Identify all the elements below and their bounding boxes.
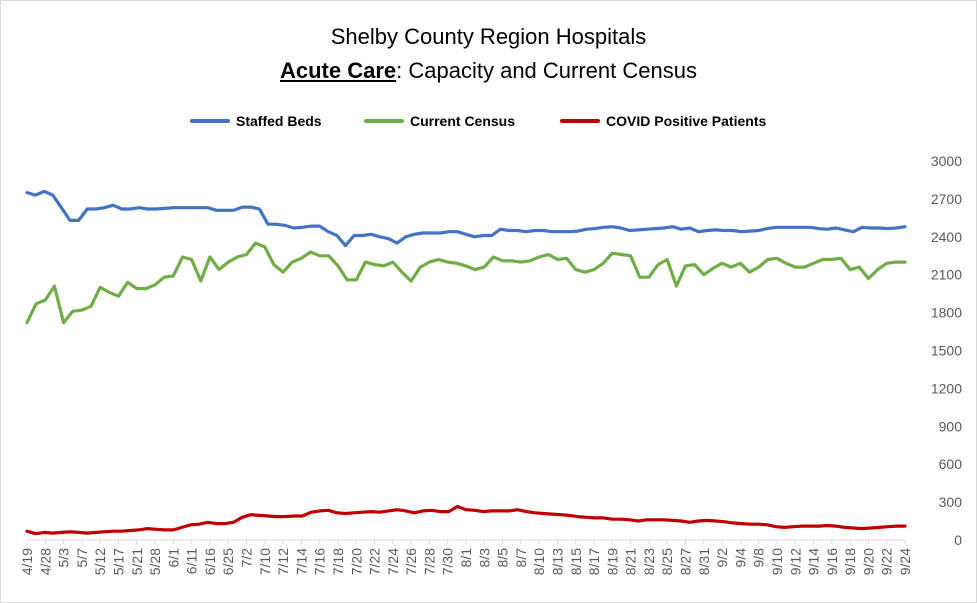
y-tick-label: 2400 — [931, 229, 962, 245]
x-tick-label: 7/24 — [385, 548, 401, 575]
x-tick-label: 9/2 — [714, 548, 730, 568]
x-tick-label: 7/28 — [421, 548, 437, 575]
x-tick-label: 9/16 — [824, 548, 840, 575]
x-tick-label: 8/15 — [568, 548, 584, 575]
x-tick-label: 9/10 — [769, 548, 785, 575]
y-tick-label: 0 — [954, 532, 962, 548]
x-tick-label: 8/31 — [696, 548, 712, 575]
x-tick-label: 7/16 — [312, 548, 328, 575]
chart-title-rest: : Capacity and Current Census — [396, 58, 697, 83]
x-tick-label: 5/28 — [147, 548, 163, 575]
x-tick-label: 9/20 — [860, 548, 876, 575]
legend-label-staffed-beds: Staffed Beds — [236, 113, 322, 129]
x-tick-label: 9/12 — [787, 548, 803, 575]
y-tick-label: 900 — [939, 418, 963, 434]
y-tick-label: 300 — [939, 494, 963, 510]
x-tick-label: 8/5 — [495, 548, 511, 568]
y-tick-label: 1500 — [931, 343, 962, 359]
chart-legend: Staffed Beds Current Census COVID Positi… — [0, 111, 977, 131]
x-tick-label: 7/26 — [403, 548, 419, 575]
x-tick-label: 9/18 — [842, 548, 858, 575]
x-tick-label: 5/17 — [110, 548, 126, 575]
x-tick-label: 7/22 — [367, 548, 383, 575]
legend-swatch-staffed-beds — [190, 119, 230, 123]
y-tick-label: 1800 — [931, 305, 962, 321]
x-tick-label: 7/14 — [293, 548, 309, 575]
x-tick-label: 8/17 — [586, 548, 602, 575]
x-tick-label: 7/2 — [239, 548, 255, 568]
x-tick-label: 7/30 — [440, 548, 456, 575]
y-tick-label: 1200 — [931, 380, 962, 396]
x-tick-label: 6/16 — [202, 548, 218, 575]
series-line-current-census — [25, 241, 907, 325]
y-tick-label: 3000 — [931, 153, 962, 169]
legend-swatch-covid-positive — [560, 119, 600, 123]
series-line-staffed-beds — [25, 189, 907, 248]
x-tick-label: 4/28 — [37, 548, 53, 575]
series-line-covid-positive-patients — [25, 504, 907, 536]
x-tick-label: 9/14 — [806, 548, 822, 575]
x-tick-label: 8/1 — [458, 548, 474, 568]
chart-title-line1: Shelby County Region Hospitals — [330, 24, 647, 49]
x-tick-label: 6/1 — [165, 548, 181, 568]
x-tick-label: 5/3 — [56, 548, 72, 568]
y-tick-label: 2100 — [931, 267, 962, 283]
x-tick-label: 8/25 — [659, 548, 675, 575]
x-tick-label: 8/21 — [623, 548, 639, 575]
legend-item-current-census: Current Census — [364, 111, 515, 131]
x-tick-label: 8/10 — [531, 548, 547, 575]
x-tick-label: 9/8 — [751, 548, 767, 568]
y-tick-label: 600 — [939, 456, 963, 472]
legend-swatch-current-census — [364, 119, 404, 123]
x-tick-label: 9/4 — [732, 548, 748, 568]
x-tick-label: 8/13 — [549, 548, 565, 575]
x-tick-label: 5/12 — [92, 548, 108, 575]
legend-label-current-census: Current Census — [410, 113, 516, 129]
y-tick-label: 2700 — [931, 191, 962, 207]
x-tick-label: 7/12 — [275, 548, 291, 575]
x-tick-label: 5/7 — [74, 548, 90, 568]
x-tick-label: 5/21 — [129, 548, 145, 575]
x-tick-label: 6/25 — [220, 548, 236, 575]
chart-title-emphasis: Acute Care — [280, 58, 397, 83]
x-tick-label: 4/19 — [19, 548, 35, 575]
x-tick-label: 7/18 — [330, 548, 346, 575]
chart-title-line2: Acute Care: Capacity and Current Census — [0, 58, 977, 84]
x-tick-label: 8/27 — [678, 548, 694, 575]
x-tick-label: 8/23 — [641, 548, 657, 575]
legend-item-covid-positive: COVID Positive Patients — [560, 111, 766, 131]
x-tick-label: 7/20 — [348, 548, 364, 575]
x-tick-label: 7/10 — [257, 548, 273, 575]
x-tick-label: 8/3 — [476, 548, 492, 568]
x-tick-label: 9/24 — [897, 548, 913, 575]
x-tick-label: 9/22 — [879, 548, 895, 575]
legend-item-staffed-beds: Staffed Beds — [190, 111, 322, 131]
x-tick-label: 6/11 — [184, 548, 200, 574]
x-tick-label: 8/19 — [604, 548, 620, 575]
legend-label-covid-positive: COVID Positive Patients — [606, 113, 767, 129]
x-tick-label: 8/7 — [513, 548, 529, 568]
